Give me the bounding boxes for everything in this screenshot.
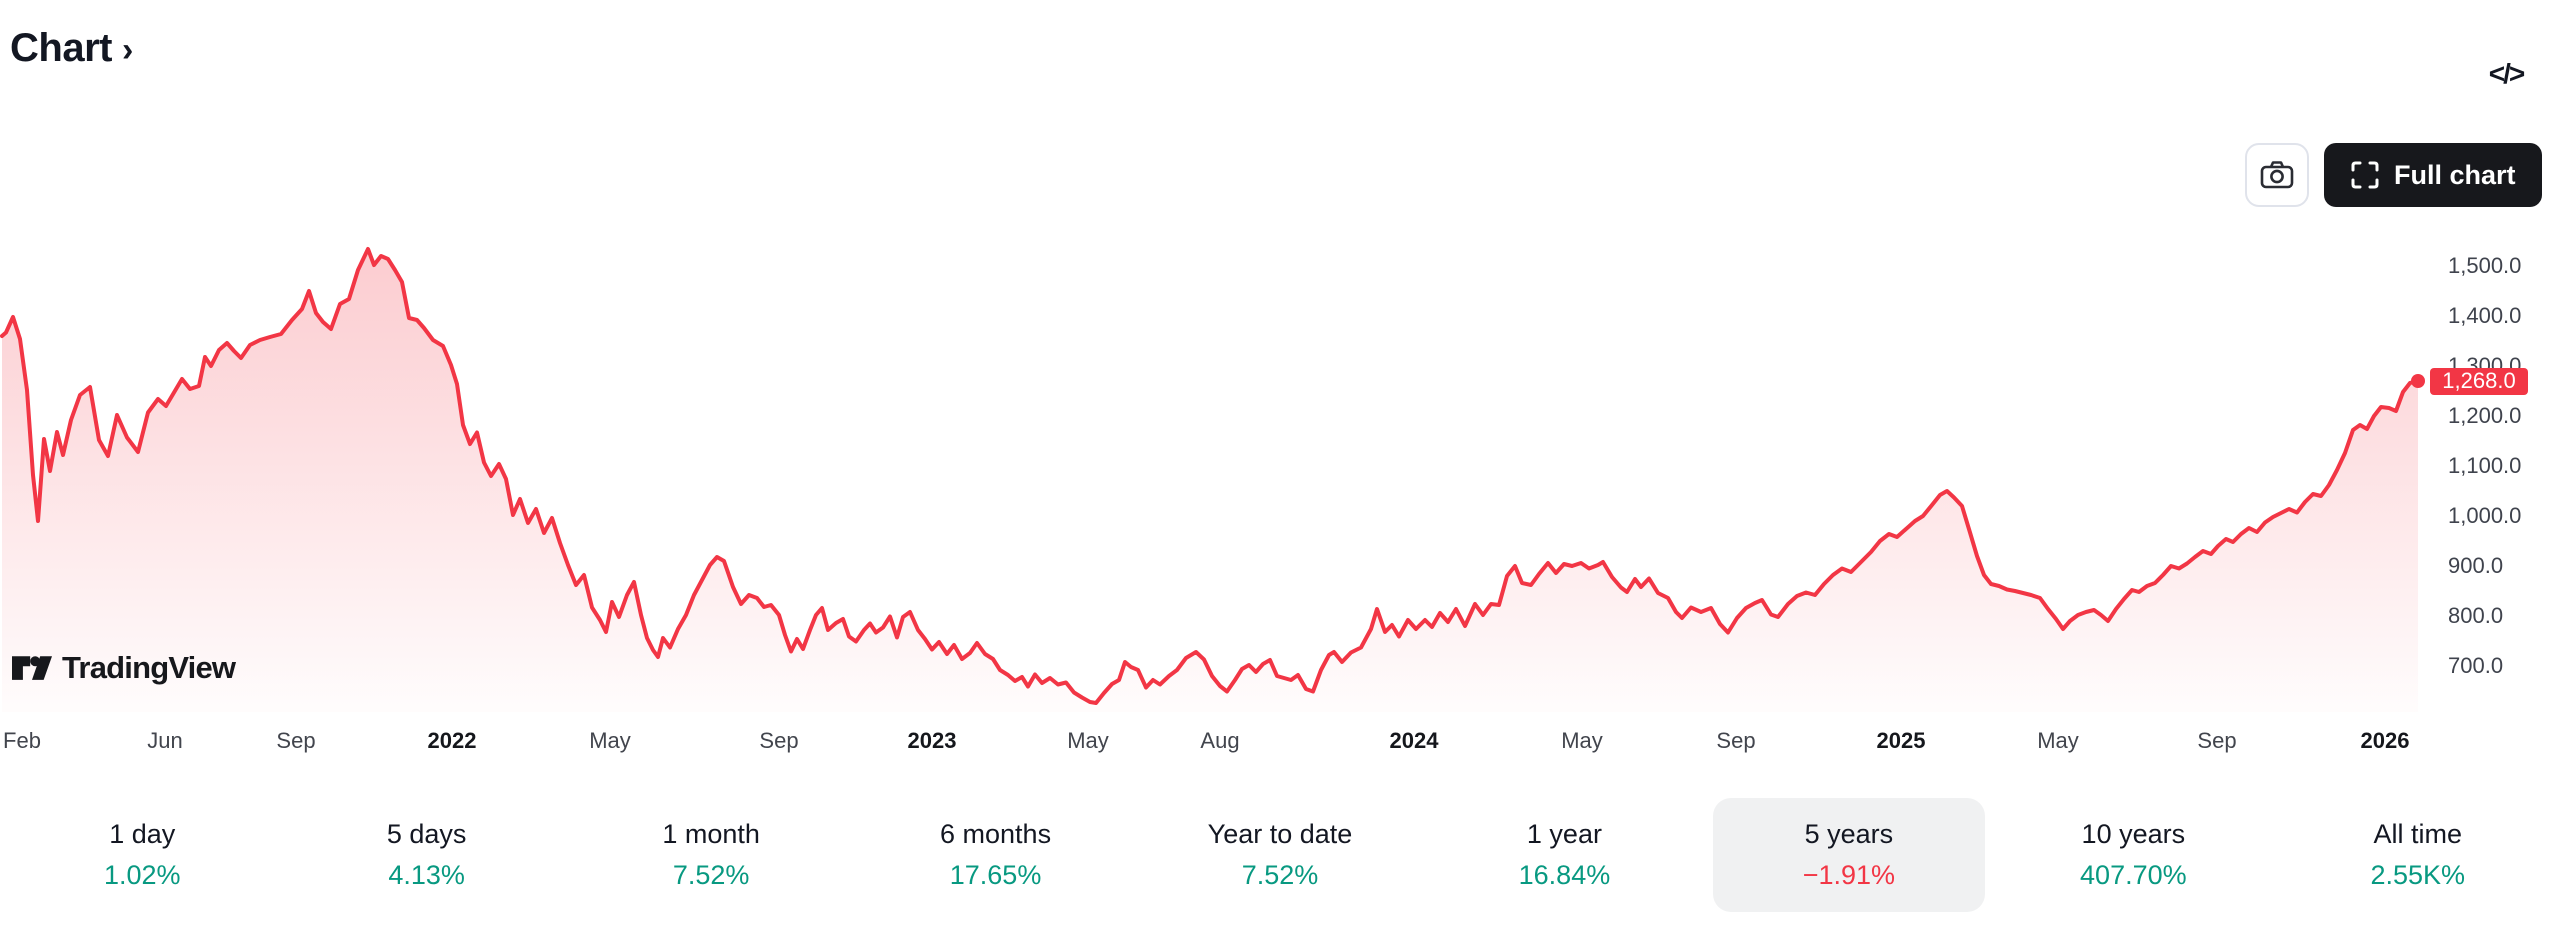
range-label: 10 years xyxy=(2081,819,2186,849)
range-change: 1.02% xyxy=(103,860,181,890)
range-selector: 1 day 1.02% 5 days 4.13% 1 month 7.52% 6 month… xyxy=(0,798,2560,912)
price-tick: 1,100.0 xyxy=(2448,453,2522,478)
range-label: 6 months xyxy=(940,819,1052,849)
chevron-right-icon: › xyxy=(121,31,134,69)
range-button-1-month[interactable]: 1 month 7.52% xyxy=(575,798,847,912)
embed-code-button[interactable]: </> xyxy=(2478,52,2534,96)
camera-icon xyxy=(2260,160,2294,190)
range-button-1-year[interactable]: 1 year 16.84% xyxy=(1428,798,1700,912)
range-button-all-time[interactable]: All time 2.55K% xyxy=(2282,798,2554,912)
range-label: 1 day xyxy=(109,819,176,849)
time-tick: Sep xyxy=(759,728,799,753)
range-label: 5 days xyxy=(386,819,467,849)
time-tick: Sep xyxy=(1716,728,1756,753)
time-tick: Jun xyxy=(147,728,183,753)
range-button-6-months[interactable]: 6 months 17.65% xyxy=(859,798,1131,912)
range-button-1-day[interactable]: 1 day 1.02% xyxy=(6,798,278,912)
range-change: 7.52% xyxy=(672,860,750,890)
price-tick: 1,000.0 xyxy=(2448,503,2522,528)
price-tick: 1,200.0 xyxy=(2448,403,2522,428)
range-button-10-years[interactable]: 10 years 407.70% xyxy=(1997,798,2269,912)
page-title: Chart xyxy=(10,26,112,70)
tradingview-logo-icon xyxy=(12,655,52,682)
time-tick: Aug xyxy=(1200,728,1240,753)
range-label: 1 month xyxy=(662,819,760,849)
time-tick: 2026 xyxy=(2360,728,2410,753)
time-tick: 2024 xyxy=(1389,728,1439,753)
time-tick: Feb xyxy=(3,728,41,753)
range-button-5-days[interactable]: 5 days 4.13% xyxy=(290,798,562,912)
range-change: 17.65% xyxy=(949,860,1042,890)
range-label: All time xyxy=(2373,819,2463,849)
time-tick: Sep xyxy=(2197,728,2237,753)
time-tick: 2022 xyxy=(427,728,477,753)
range-change: −1.91% xyxy=(1802,860,1896,890)
current-price-badge: 1,268.0 xyxy=(2430,367,2528,395)
last-price-dot xyxy=(2411,374,2425,388)
time-tick: May xyxy=(2037,728,2079,753)
range-change: 4.13% xyxy=(388,860,465,890)
fullscreen-icon xyxy=(2350,160,2380,190)
time-tick: 2025 xyxy=(1876,728,1926,753)
range-label: Year to date xyxy=(1207,819,1353,849)
full-chart-button[interactable]: Full chart xyxy=(2324,143,2542,207)
current-price-value: 1,268.0 xyxy=(2442,368,2516,393)
price-tick: 1,400.0 xyxy=(2448,303,2522,328)
range-change: 2.55K% xyxy=(2370,860,2466,890)
range-change: 7.52% xyxy=(1241,860,1319,890)
range-button-year-to-date[interactable]: Year to date 7.52% xyxy=(1144,798,1416,912)
price-tick: 1,500.0 xyxy=(2448,253,2522,278)
time-tick: May xyxy=(589,728,631,753)
tradingview-logo-text: TradingView xyxy=(62,650,236,685)
tradingview-logo[interactable]: TradingView xyxy=(12,650,236,686)
range-label: 1 year xyxy=(1526,819,1602,849)
full-chart-label: Full chart xyxy=(2394,159,2516,190)
code-icon: </> xyxy=(2488,58,2526,89)
range-change: 16.84% xyxy=(1518,860,1611,890)
price-tick: 800.0 xyxy=(2448,603,2504,628)
time-tick: May xyxy=(1067,728,1109,753)
price-tick: 900.0 xyxy=(2448,553,2504,578)
range-label: 5 years xyxy=(1804,819,1894,849)
chart-area-fill xyxy=(2,249,2418,712)
range-button-5-years[interactable]: 5 years −1.91% xyxy=(1712,798,1986,912)
chart-section-header[interactable]: Chart › xyxy=(10,26,133,71)
screenshot-button[interactable] xyxy=(2245,143,2309,207)
chart-price-line xyxy=(0,247,2420,705)
time-tick: 2023 xyxy=(907,728,957,753)
time-tick: May xyxy=(1561,728,1603,753)
price-tick: 700.0 xyxy=(2448,653,2504,678)
range-change: 407.70% xyxy=(2080,860,2187,890)
time-tick: Sep xyxy=(276,728,316,753)
